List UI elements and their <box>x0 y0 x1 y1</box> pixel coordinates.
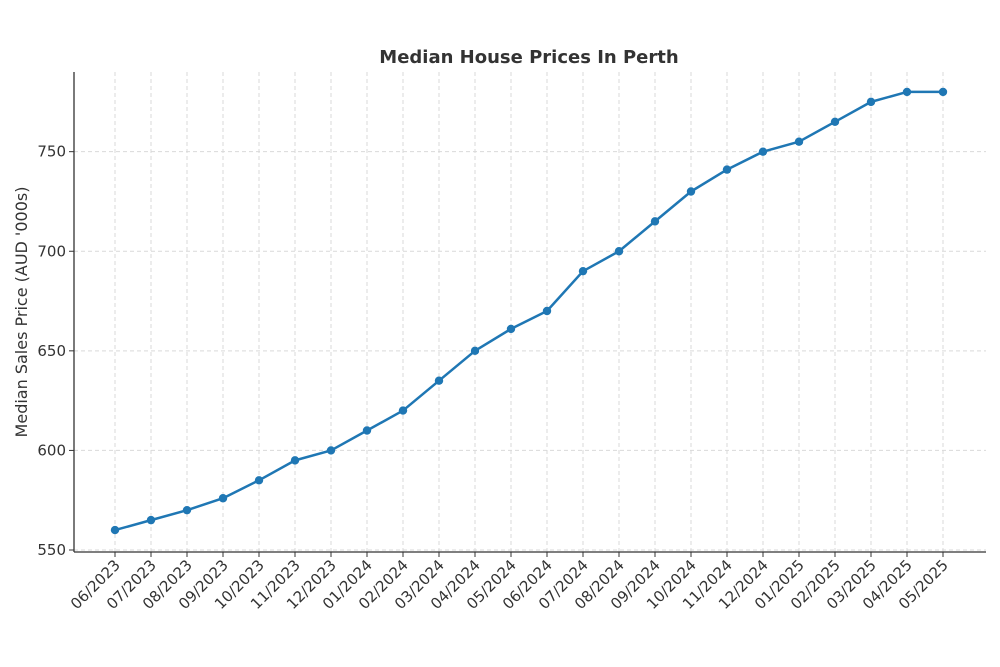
series <box>110 87 948 535</box>
data-point <box>650 217 660 226</box>
data-point <box>830 117 840 126</box>
y-tick-label: 550 <box>37 541 66 559</box>
data-point <box>722 165 732 174</box>
data-point <box>758 147 768 156</box>
axes <box>73 72 986 553</box>
data-point <box>794 137 804 146</box>
grid <box>74 72 986 552</box>
x-ticks: 06/202307/202308/202309/202310/202311/20… <box>67 552 952 613</box>
data-point <box>218 494 228 503</box>
chart-title: Median House Prices In Perth <box>379 47 678 68</box>
y-tick-label: 750 <box>37 143 66 161</box>
y-ticks: 550 600 650 700 750 <box>37 143 74 559</box>
data-point <box>542 306 552 316</box>
data-point <box>470 346 480 356</box>
data-point <box>578 266 588 276</box>
y-tick-label: 650 <box>37 342 66 360</box>
data-point <box>182 505 192 515</box>
data-point <box>686 187 696 196</box>
data-point <box>938 87 948 97</box>
data-point <box>362 426 372 435</box>
data-point <box>614 247 624 256</box>
y-tick-label: 600 <box>37 441 66 459</box>
data-point <box>110 525 120 535</box>
data-point <box>326 446 336 455</box>
y-axis-label: Median Sales Price (AUD '000s) <box>12 187 31 438</box>
data-point <box>398 406 408 415</box>
data-point <box>506 324 516 334</box>
data-point <box>866 97 876 107</box>
data-point <box>254 476 264 485</box>
data-point <box>146 515 156 525</box>
series-line <box>114 90 943 532</box>
data-point <box>290 456 300 465</box>
data-point <box>902 87 912 97</box>
data-point <box>434 376 444 385</box>
y-tick-label: 700 <box>37 242 66 260</box>
